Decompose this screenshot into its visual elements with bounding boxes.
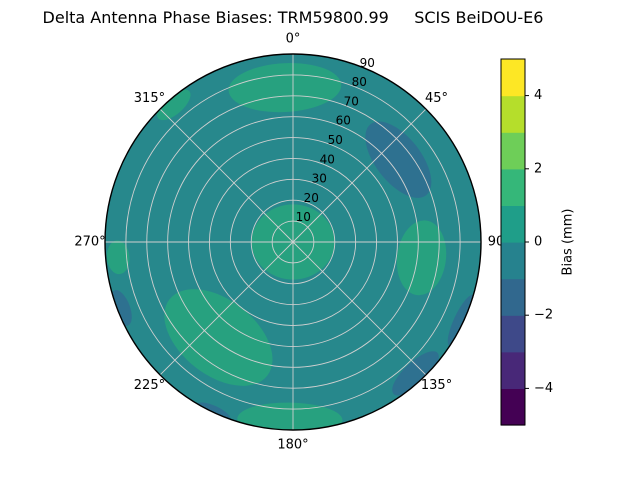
azimuth-grid-spoke bbox=[159, 108, 294, 243]
azimuth-grid-spoke bbox=[159, 241, 294, 376]
azimuth-tick-label: 270° bbox=[74, 235, 105, 250]
azimuth-tick-label: 90 bbox=[488, 235, 505, 250]
polar-boundary bbox=[104, 53, 482, 431]
colorbar-band bbox=[501, 205, 525, 243]
azimuth-tick-label: 45° bbox=[425, 91, 448, 106]
colorbar-band bbox=[501, 351, 525, 389]
azimuth-grid-spoke bbox=[292, 241, 427, 376]
colorbar-band bbox=[501, 132, 525, 170]
elevation-tick-label: 10 bbox=[296, 210, 311, 224]
bias-region bbox=[447, 294, 476, 347]
elevation-tick-label: 50 bbox=[328, 133, 343, 147]
colorbar-band bbox=[501, 59, 525, 97]
colorbar-tick-label: 0 bbox=[534, 235, 542, 250]
azimuth-grid-spoke bbox=[292, 108, 427, 243]
azimuth-tick-label: 0° bbox=[286, 32, 301, 47]
bias-region bbox=[111, 290, 132, 326]
colorbar-tick-label: −2 bbox=[534, 308, 553, 323]
elevation-tick-label: 60 bbox=[336, 114, 351, 128]
bias-region bbox=[164, 289, 273, 386]
elevation-tick-label: 80 bbox=[352, 75, 367, 89]
elevation-tick-label: 20 bbox=[304, 191, 319, 205]
elevation-tick-label: 30 bbox=[312, 172, 327, 186]
azimuth-tick-label: 180° bbox=[277, 438, 308, 453]
azimuth-tick-label: 135° bbox=[421, 378, 452, 393]
bias-region bbox=[396, 220, 447, 296]
azimuth-tick-label: 225° bbox=[134, 378, 165, 393]
colorbar-tick-label: 4 bbox=[534, 88, 542, 103]
colorbar-tick-label: 2 bbox=[534, 161, 542, 176]
colorbar-band bbox=[501, 315, 525, 353]
colorbar-band bbox=[501, 168, 525, 206]
colorbar-tick-label: −4 bbox=[534, 381, 553, 396]
bias-region bbox=[365, 121, 432, 198]
colorbar-axis-label: Bias (mm) bbox=[561, 209, 576, 276]
colorbar-band bbox=[501, 95, 525, 133]
elevation-tick-label: 70 bbox=[344, 94, 359, 108]
chart-title: Delta Antenna Phase Biases: TRM59800.99 … bbox=[42, 8, 544, 27]
azimuth-tick-label: 315° bbox=[134, 91, 165, 106]
elevation-tick-label: 40 bbox=[320, 152, 335, 166]
bias-region bbox=[392, 351, 439, 396]
colorbar-band bbox=[501, 388, 525, 426]
colorbar-band bbox=[501, 278, 525, 316]
colorbar-band bbox=[501, 242, 525, 280]
bias-region bbox=[156, 89, 191, 121]
colorbar: 4 2 0 −2 −4 Bias (mm) bbox=[500, 58, 576, 426]
elevation-tick-label: 90 bbox=[360, 56, 375, 70]
bias-region bbox=[106, 240, 130, 275]
